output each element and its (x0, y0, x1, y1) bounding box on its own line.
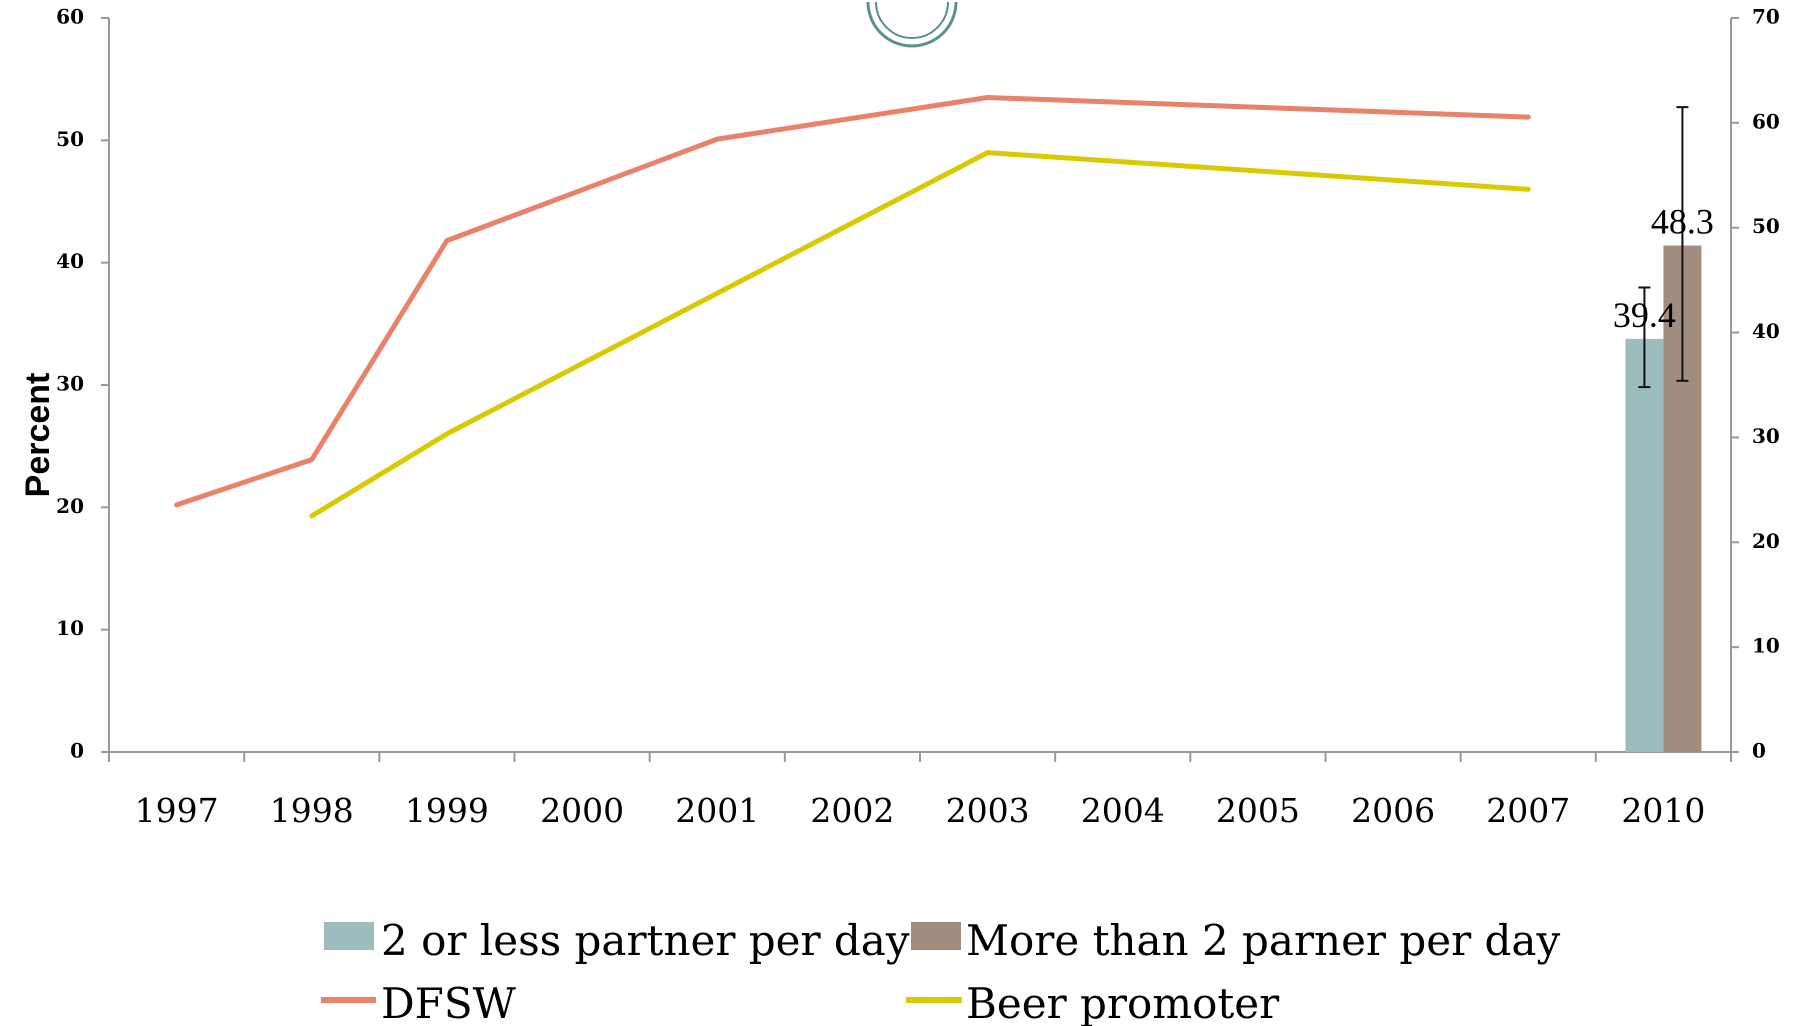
right-tick-label: 70 (1752, 5, 1780, 29)
data-labels: 39.4 48.3 (1613, 202, 1714, 335)
legend: 2 or less partner per day More than 2 pa… (321, 916, 1560, 1026)
right-tick-label: 40 (1752, 319, 1780, 343)
legend-item: 2 or less partner per day (324, 916, 910, 965)
y-axis-label: Percent (19, 373, 57, 498)
x-ticks: 1997 1998 1999 2000 2001 2002 2003 2004 2005 2006… (108, 752, 1732, 830)
left-tick-label: 0 (70, 739, 84, 763)
legend-label: DFSW (381, 979, 517, 1026)
legend-label: Beer promoter (966, 979, 1280, 1026)
right-tick-label: 50 (1752, 214, 1780, 238)
bar (1625, 338, 1664, 752)
x-tick-label: 2001 (675, 791, 759, 830)
bars (1625, 245, 1702, 753)
x-tick-label: 1997 (135, 791, 219, 830)
left-tick-label: 40 (56, 249, 84, 273)
x-tick-label: 2005 (1216, 791, 1300, 830)
legend-swatch (324, 922, 374, 950)
x-tick-label: 2006 (1351, 791, 1435, 830)
left-tick-label: 30 (56, 372, 84, 396)
data-label: 48.3 (1651, 202, 1714, 242)
left-tick-label: 50 (56, 127, 84, 151)
error-bars (1638, 106, 1689, 389)
series-line (174, 95, 1531, 508)
left-tick-label: 60 (56, 5, 84, 29)
emblem-icon (866, 1, 958, 48)
x-tick-label: 2007 (1486, 791, 1570, 830)
axes (108, 18, 1732, 753)
right-tick-label: 0 (1752, 739, 1766, 763)
right-tick-label: 10 (1752, 634, 1780, 658)
left-ticks: 0 10 20 30 40 50 60 (56, 5, 109, 763)
right-tick-label: 30 (1752, 424, 1780, 448)
right-tick-label: 60 (1752, 109, 1780, 133)
x-tick-label: 2004 (1081, 791, 1165, 830)
x-tick-label: 2000 (540, 791, 624, 830)
right-ticks: 0 10 20 30 40 50 60 70 (1731, 5, 1780, 763)
legend-item: More than 2 parner per day (911, 916, 1560, 965)
x-tick-label: 2010 (1621, 791, 1705, 830)
x-tick-label: 2002 (810, 791, 894, 830)
legend-label: More than 2 parner per day (966, 916, 1560, 965)
x-tick-label: 1998 (270, 791, 354, 830)
left-tick-label: 10 (56, 616, 84, 640)
legend-item: DFSW (321, 979, 517, 1026)
lines (174, 95, 1531, 519)
left-tick-label: 20 (56, 494, 84, 518)
right-tick-label: 20 (1752, 529, 1780, 553)
legend-label: 2 or less partner per day (381, 916, 910, 965)
legend-item: Beer promoter (906, 979, 1280, 1026)
series-line (309, 150, 1531, 519)
legend-swatch (911, 922, 961, 950)
data-label: 39.4 (1613, 295, 1676, 335)
x-tick-label: 1999 (405, 791, 489, 830)
x-tick-label: 2003 (946, 791, 1030, 830)
